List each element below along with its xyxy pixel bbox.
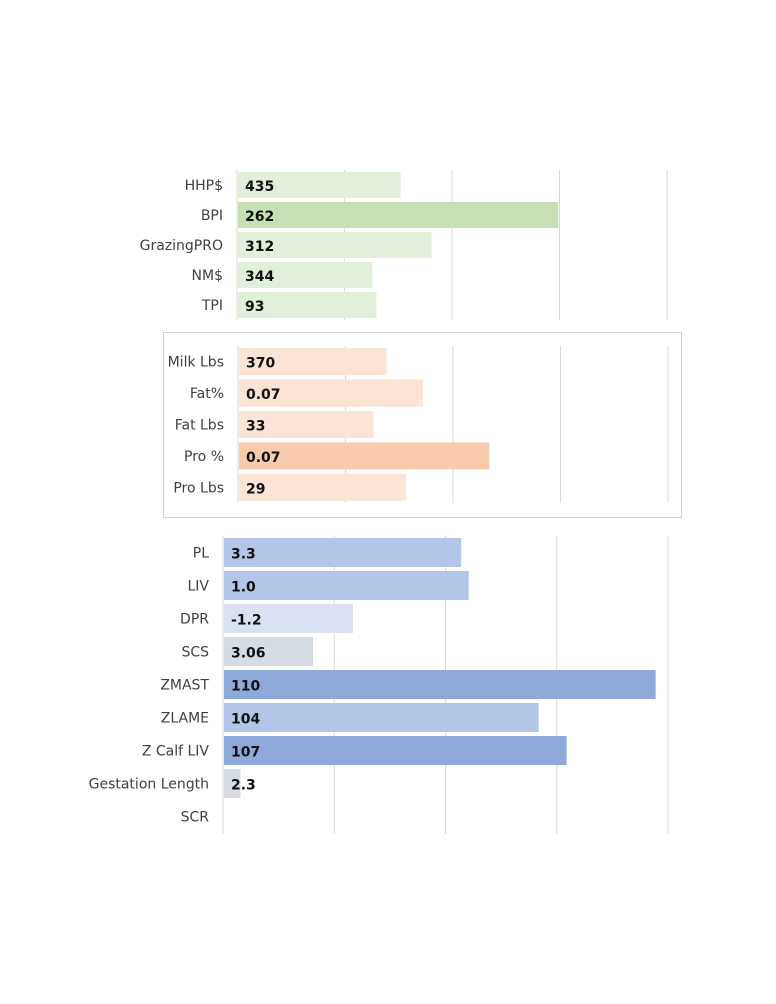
category-label: PL: [193, 546, 209, 562]
category-label: BPI: [201, 208, 223, 224]
category-label: TPI: [201, 298, 223, 314]
data-label: 312: [245, 239, 274, 255]
data-label: 1.0: [231, 580, 256, 596]
bar: [224, 604, 354, 633]
bar: [239, 442, 490, 470]
category-label: SCR: [181, 810, 210, 826]
bar: [224, 769, 241, 798]
bar: [239, 379, 424, 407]
bar: [238, 172, 401, 198]
data-label: 104: [231, 712, 260, 728]
data-label: 2.3: [231, 778, 256, 794]
category-label: Z Calf LIV: [142, 744, 210, 760]
data-label: 0.07: [246, 450, 281, 466]
data-label: -1.2: [231, 613, 262, 629]
category-label: ZMAST: [160, 678, 209, 694]
bar: [224, 703, 539, 732]
category-label: Pro Lbs: [173, 480, 224, 496]
category-label: Milk Lbs: [168, 355, 224, 371]
bar: [238, 202, 559, 228]
data-label: 3.3: [231, 547, 256, 563]
data-label: 29: [246, 481, 265, 497]
data-label: 33: [246, 419, 265, 435]
category-label: ZLAME: [161, 711, 209, 727]
bar: [238, 262, 373, 288]
bar: [224, 571, 469, 600]
bar: [224, 538, 462, 567]
bar: [224, 670, 656, 699]
data-label: 262: [245, 209, 274, 225]
data-label: 110: [231, 679, 260, 695]
data-label: 370: [246, 356, 275, 372]
data-label: 93: [245, 299, 264, 315]
data-label: 435: [245, 179, 274, 195]
data-label: 3.06: [231, 646, 266, 662]
data-label: 0.07: [246, 387, 281, 403]
bar: [224, 637, 313, 666]
category-label: NM$: [192, 268, 223, 284]
data-label: 107: [231, 745, 260, 761]
category-label: Fat%: [190, 386, 224, 402]
bar: [224, 736, 567, 765]
category-label: HHP$: [185, 178, 223, 194]
middle-chart-frame: [163, 332, 682, 518]
category-label: GrazingPRO: [140, 238, 223, 254]
bar: [239, 348, 387, 376]
category-label: Gestation Length: [89, 777, 209, 793]
bar: [238, 232, 432, 258]
bar: [239, 473, 406, 501]
bar: [239, 411, 374, 438]
bar: [238, 292, 377, 318]
data-label: 344: [245, 269, 274, 285]
category-label: Fat Lbs: [175, 418, 224, 434]
category-label: DPR: [180, 612, 209, 628]
category-label: Pro %: [184, 449, 224, 465]
category-label: LIV: [187, 579, 209, 595]
category-label: SCS: [181, 645, 209, 661]
